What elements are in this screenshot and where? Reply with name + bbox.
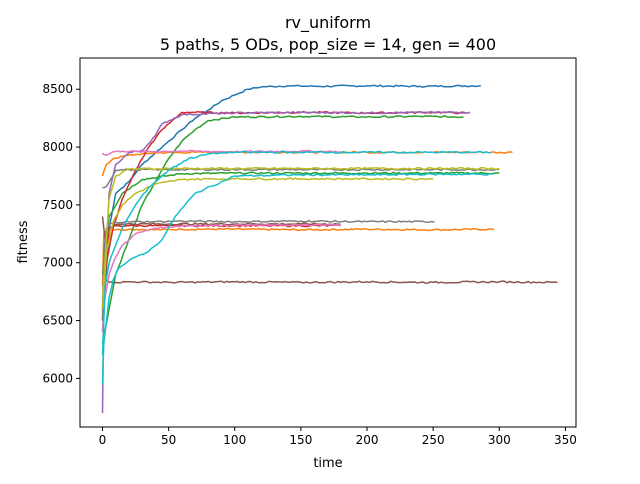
x-tick-label: 150 xyxy=(289,433,312,447)
x-tick-label: 0 xyxy=(99,433,107,447)
x-axis: 0 50 100 150 200 250 300 350 xyxy=(99,427,577,447)
y-tick-label: 7500 xyxy=(42,198,73,212)
series-line-8 xyxy=(101,110,471,414)
series-line-5 xyxy=(101,171,500,275)
chart-title-line2: 5 paths, 5 ODs, pop_size = 14, gen = 400 xyxy=(160,35,496,55)
chart-title-line1: rv_uniform xyxy=(285,13,371,33)
y-tick-label: 8500 xyxy=(42,82,73,96)
series-line-17 xyxy=(101,172,493,385)
y-axis: 6000 6500 7000 7500 8000 8500 xyxy=(42,82,80,385)
series-line-16 xyxy=(101,166,500,298)
y-tick-label: 7000 xyxy=(42,256,73,270)
series-layer xyxy=(101,84,558,414)
series-line-4 xyxy=(101,115,464,344)
x-tick-label: 50 xyxy=(161,433,176,447)
series-line-12 xyxy=(101,223,341,333)
x-tick-label: 100 xyxy=(223,433,246,447)
series-line-1 xyxy=(101,84,481,333)
series-line-2 xyxy=(101,227,495,286)
y-tick-label: 8000 xyxy=(42,140,73,154)
series-line-13 xyxy=(101,219,435,321)
series-line-10 xyxy=(101,216,341,241)
series-line-11 xyxy=(101,149,341,156)
plot-frame xyxy=(79,57,577,428)
x-axis-label: time xyxy=(313,456,342,471)
series-line-14 xyxy=(102,168,500,189)
series-line-9 xyxy=(101,261,558,310)
series-line-15 xyxy=(101,177,434,310)
series-line-18 xyxy=(101,150,492,356)
x-tick-label: 350 xyxy=(554,433,577,447)
x-tick-label: 300 xyxy=(488,433,511,447)
x-tick-label: 250 xyxy=(422,433,445,447)
y-tick-label: 6000 xyxy=(42,371,73,385)
y-axis-label: fitness xyxy=(16,220,31,263)
y-tick-label: 6500 xyxy=(42,314,73,328)
x-tick-label: 200 xyxy=(356,433,379,447)
